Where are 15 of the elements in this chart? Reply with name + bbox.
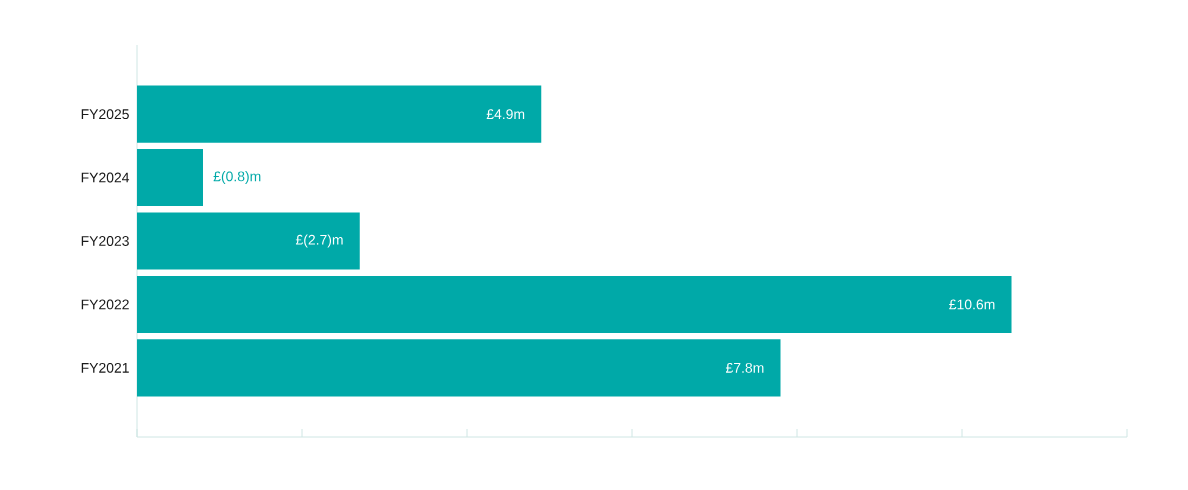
data-label: £4.9m — [486, 109, 525, 120]
bar — [137, 149, 203, 207]
y-tick-label: FY2023 — [81, 236, 129, 246]
bar — [137, 275, 1012, 333]
bar — [137, 339, 781, 397]
data-label: £10.6m — [949, 299, 995, 310]
y-tick-label: FY2021 — [81, 362, 129, 373]
y-tick-label: FY2022 — [81, 299, 129, 310]
data-label: £7.8m — [725, 362, 764, 373]
bar — [137, 85, 542, 143]
data-label: £(0.8)m — [213, 171, 261, 185]
y-tick-label: FY2024 — [81, 172, 130, 183]
data-label: £(2.7)m — [295, 234, 343, 248]
bar — [137, 212, 360, 270]
y-tick-label: FY2025 — [81, 109, 129, 120]
